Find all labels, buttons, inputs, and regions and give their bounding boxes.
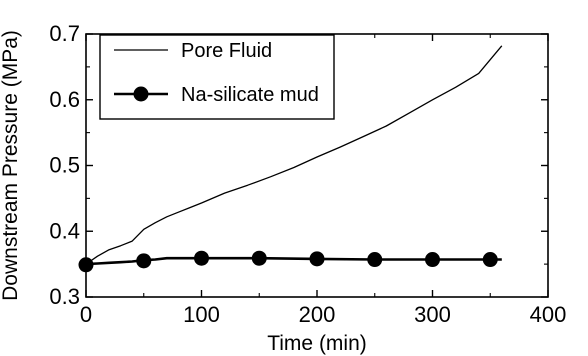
data-series xyxy=(78,45,503,273)
na-silicate-mud-marker xyxy=(78,257,94,273)
na-silicate-mud-marker xyxy=(251,250,267,266)
x-tick-label: 200 xyxy=(299,302,336,327)
na-silicate-mud-line xyxy=(85,256,502,266)
x-tick-label: 100 xyxy=(183,302,220,327)
y-axis-label: Downstream Pressure (MPa) xyxy=(0,30,22,301)
x-axis-label: Time (min) xyxy=(267,332,367,355)
legend-label-pore-fluid: Pore Fluid xyxy=(181,40,272,62)
pore-fluid-line xyxy=(85,45,503,265)
legend: Pore Fluid Na-silicate mud xyxy=(99,34,335,120)
tick-labels: 0 100 200 300 400 0.3 0.4 0.5 0.6 0.7 xyxy=(49,21,566,327)
x-tick-label: 0 xyxy=(80,302,92,327)
na-silicate-mud-marker xyxy=(309,251,325,267)
y-tick-label: 0.6 xyxy=(49,87,80,112)
na-silicate-mud-marker xyxy=(367,252,383,268)
na-silicate-mud-marker xyxy=(194,250,209,266)
na-silicate-mud-marker xyxy=(482,252,498,268)
legend-na-silicate-mud-marker xyxy=(133,86,149,102)
na-silicate-mud-marker xyxy=(136,253,152,269)
x-tick-label: 300 xyxy=(414,302,451,327)
y-tick-label: 0.5 xyxy=(49,153,80,178)
legend-box xyxy=(99,34,335,120)
y-tick-label: 0.4 xyxy=(49,218,80,243)
na-silicate-mud-marker xyxy=(425,252,440,268)
legend-label-na-silicate-mud: Na-silicate mud xyxy=(181,84,319,106)
x-tick-label: 400 xyxy=(530,302,567,327)
y-tick-label: 0.3 xyxy=(49,284,80,309)
y-tick-label: 0.7 xyxy=(49,21,80,46)
